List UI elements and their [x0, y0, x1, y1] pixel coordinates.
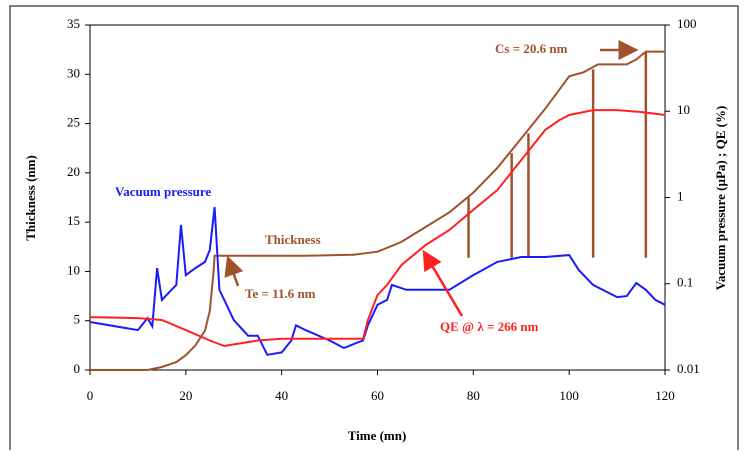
y2-tick-label: 10 — [677, 102, 690, 117]
annotation: QE @ λ = 266 nm — [440, 319, 539, 334]
x-tick-label: 80 — [467, 388, 480, 403]
y-tick-label: 20 — [67, 164, 80, 179]
annotation-arrow — [422, 249, 464, 317]
annotation-arrow — [224, 255, 244, 287]
x-tick-label: 0 — [87, 388, 94, 403]
frame — [9, 5, 739, 450]
y-tick-label: 25 — [67, 115, 80, 130]
y2-tick-label: 0.1 — [677, 275, 693, 290]
annotation: Cs = 20.6 nm — [495, 41, 568, 56]
y2-tick-label: 100 — [677, 16, 697, 31]
y-tick-label: 15 — [67, 213, 80, 228]
y2-tick-label: 0.01 — [677, 361, 700, 376]
x-tick-label: 60 — [371, 388, 384, 403]
x-axis-label: Time (mn) — [348, 428, 407, 443]
x-tick-label: 100 — [559, 388, 579, 403]
x-tick-label: 120 — [655, 388, 675, 403]
y-tick-label: 5 — [74, 312, 81, 327]
annotation: Thickness — [265, 232, 321, 247]
series-line — [89, 109, 666, 348]
annotation: Te = 11.6 nm — [245, 286, 316, 301]
y2-axis-label: Vacuum pressure (µPa) ; QE (%) — [713, 106, 728, 291]
y-tick-label: 35 — [67, 16, 80, 31]
y-tick-label: 10 — [67, 262, 80, 277]
y-axis-label: Thickness (nm) — [23, 155, 38, 241]
x-tick-label: 40 — [275, 388, 288, 403]
y-tick-label: 30 — [67, 65, 80, 80]
series-line — [89, 206, 666, 356]
series-line — [90, 50, 665, 371]
x-tick-label: 20 — [179, 388, 192, 403]
annotation: Vacuum pressure — [115, 184, 211, 199]
y-tick-label: 0 — [74, 361, 81, 376]
y2-tick-label: 1 — [677, 188, 684, 203]
